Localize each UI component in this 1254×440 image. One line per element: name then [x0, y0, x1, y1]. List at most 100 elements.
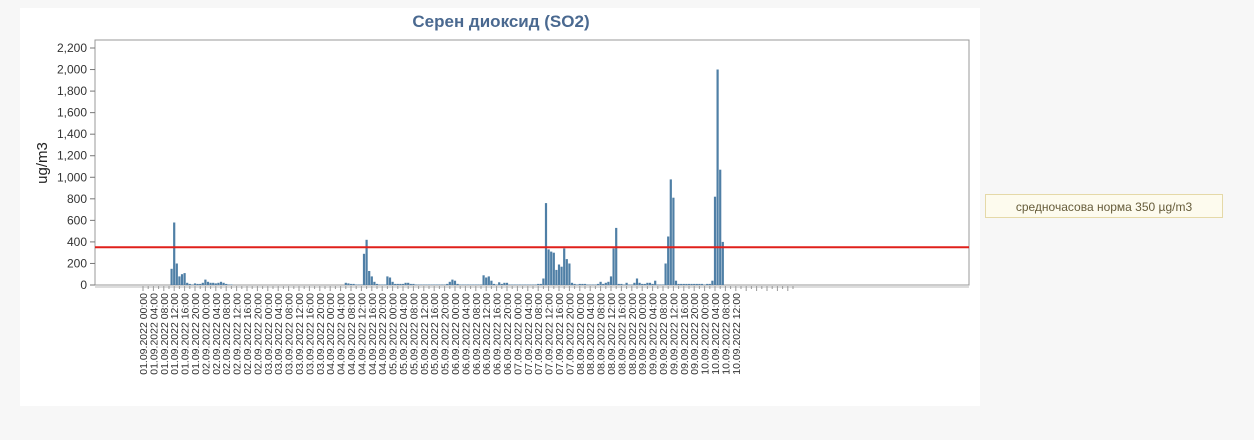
bar [555, 269, 558, 285]
bar [693, 283, 696, 285]
bar [708, 283, 711, 285]
bar [508, 284, 511, 285]
bar [529, 284, 532, 285]
bar [370, 276, 373, 285]
x-tick-label: 06.09.2022 20:00 [502, 293, 514, 375]
bar [344, 282, 347, 285]
bar [399, 283, 402, 285]
bar [698, 283, 701, 285]
bar [438, 284, 441, 285]
bar [435, 284, 438, 285]
x-tick-label: 01.09.2022 16:00 [180, 293, 192, 375]
bar [472, 284, 475, 285]
chart-panel: Серен диоксид (SO2) ug/m3 0 200 400 600 800 1… [20, 8, 980, 406]
y-tick-label: 1,200 [57, 149, 87, 163]
y-tick-label: 1,800 [57, 84, 87, 98]
x-tick-label: 10.09.2022 12:00 [731, 293, 743, 375]
x-tick-label: 02.09.2022 04:00 [211, 293, 223, 375]
bar [474, 284, 477, 285]
x-tick-label: 07.09.2022 12:00 [544, 293, 556, 375]
bar [687, 283, 691, 285]
bar [518, 284, 522, 285]
y-tick-label: 400 [67, 235, 87, 249]
x-tick-label: 08.09.2022 00:00 [575, 293, 587, 375]
bar [648, 282, 652, 285]
bar [524, 284, 527, 285]
bar [453, 280, 457, 285]
bar [401, 283, 405, 285]
bar [383, 284, 386, 285]
bar [505, 282, 509, 285]
x-tick-label: 07.09.2022 04:00 [523, 293, 535, 375]
bar [469, 284, 472, 285]
x-tick-label: 08.09.2022 04:00 [585, 293, 597, 375]
bar [201, 282, 204, 285]
bar [620, 283, 623, 285]
x-tick-label: 03.09.2022 08:00 [284, 293, 296, 375]
bar [492, 283, 496, 285]
x-tick-label: 04.09.2022 00:00 [325, 293, 337, 375]
x-tick-label: 01.09.2022 00:00 [138, 293, 150, 375]
bar [667, 236, 670, 285]
bar [680, 283, 683, 285]
bar [599, 281, 602, 285]
bar [633, 282, 636, 285]
x-tick-label: 06.09.2022 04:00 [460, 293, 472, 375]
bar [526, 284, 529, 285]
x-tick-label: 02.09.2022 08:00 [221, 293, 233, 375]
bar [565, 259, 568, 285]
bar [703, 284, 706, 285]
bar [576, 284, 579, 285]
x-tick-label: 08.09.2022 12:00 [606, 293, 618, 375]
bar [711, 280, 714, 285]
bar [186, 282, 189, 285]
bar [485, 277, 488, 285]
bar [430, 284, 433, 285]
bar [594, 284, 597, 285]
x-tick-label: 03.09.2022 16:00 [304, 293, 316, 375]
bar [583, 283, 587, 285]
bar [466, 284, 470, 285]
bar [563, 248, 566, 285]
bar [347, 283, 350, 285]
x-tick-label: 07.09.2022 08:00 [533, 293, 545, 375]
bar [170, 268, 173, 285]
bar [591, 284, 594, 285]
bar [407, 282, 410, 285]
chart-title: Серен диоксид (SO2) [412, 12, 589, 31]
x-tick-label: 02.09.2022 20:00 [252, 293, 264, 375]
bar [695, 283, 698, 285]
bar [513, 284, 516, 285]
bar [368, 271, 371, 285]
bar [589, 284, 592, 285]
bar [417, 284, 420, 285]
bar [204, 279, 207, 285]
bar [643, 283, 646, 285]
bar [615, 227, 618, 285]
x-tick-label: 01.09.2022 12:00 [169, 293, 181, 375]
bar [573, 283, 576, 285]
x-tick-label: 07.09.2022 00:00 [512, 293, 524, 375]
bar [622, 284, 626, 285]
bar [677, 283, 680, 285]
bar [661, 284, 665, 285]
bar [173, 222, 176, 285]
bar [547, 249, 550, 285]
x-tick-label: 06.09.2022 00:00 [450, 293, 462, 375]
bar [646, 282, 649, 285]
y-tick-label: 2,200 [57, 41, 87, 55]
bar [628, 284, 631, 285]
bar [394, 283, 397, 285]
bar [674, 280, 678, 285]
x-tick-label: 09.09.2022 04:00 [648, 293, 660, 375]
x-tick-label: 06.09.2022 16:00 [492, 293, 504, 375]
x-tick-label: 02.09.2022 00:00 [200, 293, 212, 375]
bar [461, 284, 464, 285]
x-tick-label: 09.09.2022 20:00 [689, 293, 701, 375]
plot-area [94, 39, 970, 286]
bar [625, 282, 628, 285]
x-tick-label: 03.09.2022 04:00 [273, 293, 285, 375]
bar [690, 283, 693, 285]
bar [706, 283, 709, 285]
bar [427, 284, 431, 285]
